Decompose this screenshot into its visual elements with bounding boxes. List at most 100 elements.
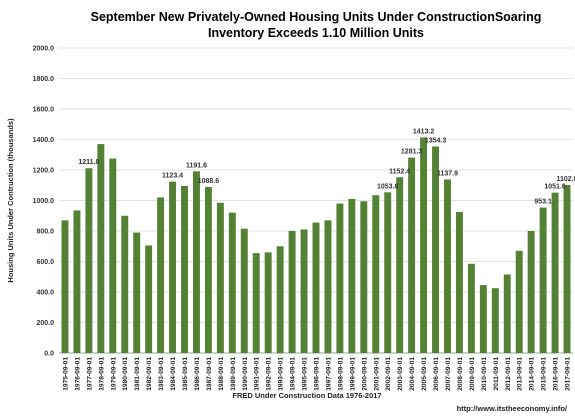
x-tick-label: 1994-09-01 (290, 357, 297, 391)
bar-1998-09-01 (336, 203, 344, 353)
y-tick-label: 800.0 (36, 229, 54, 236)
bar-1975-09-01 (61, 220, 69, 353)
x-tick-label: 1999-09-01 (349, 357, 356, 391)
bar-2012-09-01 (503, 274, 511, 353)
bar-1981-09-01 (133, 232, 141, 353)
chart-title: September New Privately-Owned Housing Un… (91, 10, 542, 40)
bar-2000-09-01 (360, 201, 368, 353)
x-tick-label: 1993-09-01 (278, 357, 285, 391)
bars (61, 137, 571, 353)
x-tick-label: 1982-09-01 (146, 357, 153, 391)
x-tick-label: 1984-09-01 (170, 357, 177, 391)
bar-1999-09-01 (348, 198, 356, 353)
data-label: 1123.4 (162, 173, 183, 180)
bar-1986-09-01 (192, 171, 200, 353)
x-tick-label: 2014-09-01 (529, 357, 536, 391)
bar-2017-09-01 (563, 184, 571, 353)
x-tick-label: 1976-09-01 (74, 357, 81, 391)
bar-1979-09-01 (109, 158, 117, 353)
bar-2013-09-01 (515, 250, 523, 353)
data-label: 1211.8 (78, 159, 99, 166)
y-tick-label: 1000.0 (33, 198, 55, 205)
bar-1991-09-01 (252, 253, 260, 353)
bar-1997-09-01 (324, 220, 332, 353)
bar-1988-09-01 (216, 202, 224, 353)
bar-2010-09-01 (479, 285, 487, 353)
data-label: 1053.8 (377, 183, 399, 190)
x-tick-label: 1981-09-01 (134, 357, 141, 391)
bar-1984-09-01 (169, 181, 177, 353)
bar-1987-09-01 (204, 186, 212, 353)
bar-1992-09-01 (264, 252, 272, 353)
bar-2015-09-01 (539, 207, 547, 353)
data-label: 1413.2 (413, 128, 435, 135)
y-tick-label: 400.0 (36, 290, 54, 297)
website-link[interactable]: http://www.itstheeconomy.info/ (457, 404, 568, 413)
bar-1980-09-01 (121, 215, 129, 353)
x-tick-label: 2005-09-01 (421, 357, 428, 391)
bar-2008-09-01 (455, 211, 463, 353)
x-tick-label: 2010-09-01 (481, 357, 488, 391)
x-tick-label: 2002-09-01 (385, 357, 392, 391)
x-tick-label: 2001-09-01 (373, 357, 380, 391)
x-tick-label: 1989-09-01 (230, 357, 237, 391)
x-tick-label: 1997-09-01 (325, 357, 332, 391)
bar-1977-09-01 (85, 168, 93, 353)
x-tick-label: 1996-09-01 (314, 357, 321, 391)
data-label: 1137.9 (437, 170, 458, 177)
bar-2001-09-01 (372, 195, 380, 353)
x-tick-label: 2011-09-01 (493, 357, 500, 391)
x-tick-label: 2009-09-01 (469, 357, 476, 391)
data-label: 1102.0 (557, 176, 575, 183)
bar-1994-09-01 (288, 231, 296, 353)
bar-2002-09-01 (384, 192, 392, 353)
chart-title-line: Inventory Exceeds 1.10 Million Units (208, 26, 424, 40)
x-tick-label: 2017-09-01 (565, 357, 572, 391)
x-tick-label: 2015-09-01 (541, 357, 548, 391)
x-tick-label: 2008-09-01 (457, 357, 464, 391)
x-tick-label: 2016-09-01 (553, 357, 560, 391)
bar-1978-09-01 (97, 144, 105, 353)
x-tick-label: 1979-09-01 (110, 357, 117, 391)
y-tick-label: 2000.0 (33, 46, 55, 53)
bar-1990-09-01 (240, 228, 248, 353)
x-tick-label: 2004-09-01 (409, 357, 416, 391)
x-tick-label: 1986-09-01 (194, 357, 201, 391)
x-tick-label: 1991-09-01 (254, 357, 261, 391)
source-note: FRED Under Construction Data 1976-2017 (232, 391, 381, 400)
x-tick-label: 1990-09-01 (242, 357, 249, 391)
bar-2007-09-01 (444, 179, 451, 353)
data-label: 1191.6 (186, 162, 207, 169)
y-axis-ticks: 0.0 200.0 400.0 600.0 800.0 1000.0 1200.0 1400.… (33, 46, 55, 358)
x-tick-label: 2003-09-01 (397, 357, 404, 391)
x-tick-label: 1995-09-01 (302, 357, 309, 391)
data-label: 953.1 (534, 199, 552, 206)
bar-1996-09-01 (312, 222, 320, 353)
x-tick-label: 1975-09-01 (62, 357, 69, 391)
bar-2003-09-01 (396, 177, 404, 353)
y-tick-label: 600.0 (36, 259, 54, 266)
x-tick-label: 2000-09-01 (361, 357, 368, 391)
x-tick-label: 1987-09-01 (206, 357, 213, 391)
x-tick-label: 1980-09-01 (122, 357, 129, 391)
x-tick-label: 2006-09-01 (433, 357, 440, 391)
y-axis-title: Housing Units Under Contruction (thousan… (6, 118, 15, 283)
x-tick-label: 2007-09-01 (445, 357, 452, 391)
data-label: 1152.4 (389, 168, 410, 175)
y-tick-label: 1600.0 (33, 107, 55, 114)
y-tick-label: 0.0 (44, 351, 54, 358)
bar-2005-09-01 (420, 137, 428, 353)
bar-1989-09-01 (228, 212, 236, 353)
bar-1983-09-01 (157, 197, 165, 353)
x-tick-label: 2013-09-01 (517, 357, 524, 391)
bar-2014-09-01 (527, 231, 535, 353)
x-tick-label: 1988-09-01 (218, 357, 225, 391)
bar-1995-09-01 (300, 229, 308, 353)
bar-1982-09-01 (145, 245, 153, 353)
bar-2004-09-01 (408, 157, 416, 353)
x-tick-label: 1985-09-01 (182, 357, 189, 391)
x-tick-label: 1977-09-01 (86, 357, 93, 391)
y-tick-label: 1400.0 (33, 137, 55, 144)
